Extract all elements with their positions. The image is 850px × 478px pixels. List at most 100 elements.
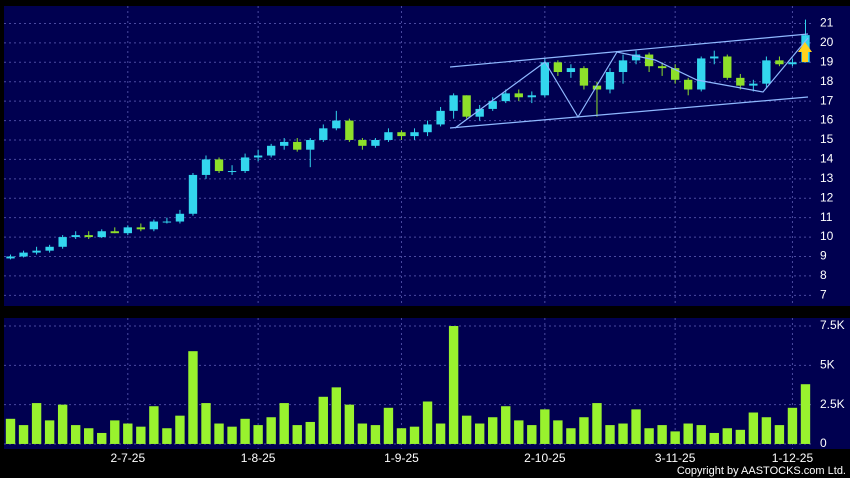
- volume-bar: [748, 412, 759, 444]
- candle-body: [697, 58, 706, 90]
- candle-body: [436, 110, 445, 125]
- volume-bar: [279, 403, 289, 444]
- volume-bar: [149, 406, 159, 444]
- y-tick-label: 11: [820, 210, 833, 224]
- volume-bar: [57, 404, 68, 444]
- y-tick-label: 18: [820, 74, 834, 88]
- candle-body: [762, 60, 771, 84]
- candle-body: [592, 85, 602, 90]
- y-tick-label: 8: [820, 268, 827, 282]
- candle-body: [253, 155, 263, 158]
- volume-bar: [501, 406, 511, 444]
- y-tick-label: 9: [820, 249, 827, 263]
- y-tick-label: 13: [820, 171, 834, 185]
- candle-body: [618, 60, 628, 73]
- y-tick-label: 7: [820, 287, 827, 301]
- x-tick-label: 1-9-25: [384, 451, 419, 465]
- candle-body: [723, 56, 732, 78]
- candle-body: [149, 221, 159, 230]
- volume-bar: [722, 428, 732, 444]
- candle-body: [293, 141, 302, 150]
- volume-bar: [18, 425, 29, 444]
- candle-body: [319, 128, 328, 140]
- volume-bar: [396, 428, 407, 444]
- volume-bar: [696, 425, 706, 444]
- volume-bar: [409, 426, 420, 444]
- candle-body: [397, 132, 406, 137]
- candle-body: [501, 93, 510, 102]
- volume-bar: [540, 409, 550, 444]
- volume-bar: [162, 428, 172, 444]
- y-tick-label: 12: [820, 190, 834, 204]
- candle-body: [475, 108, 484, 117]
- y-tick-label: 16: [820, 113, 834, 127]
- y-tick-label: 10: [820, 229, 834, 243]
- candle-body: [788, 62, 797, 65]
- volume-bar: [84, 428, 94, 444]
- y-tick-label: 19: [820, 54, 834, 68]
- volume-bar: [188, 351, 198, 444]
- volume-bar: [70, 425, 81, 444]
- channel-upper: [449, 33, 809, 68]
- volume-bar: [344, 404, 355, 444]
- y-tick-label: 0: [820, 436, 827, 450]
- x-tick-label: 2-7-25: [110, 451, 145, 465]
- candle-body: [345, 120, 354, 140]
- volume-bar: [787, 407, 798, 444]
- candle-body: [162, 221, 172, 223]
- volume-bar: [527, 425, 537, 444]
- volume-bar: [5, 418, 16, 444]
- candle-body: [240, 157, 250, 172]
- volume-bar: [761, 417, 772, 444]
- volume-bar: [123, 423, 133, 444]
- volume-bar: [292, 425, 302, 444]
- volume-bar: [657, 425, 667, 444]
- copyright: Copyright by AASTOCKS.com Ltd.: [677, 465, 846, 477]
- x-tick-label: 2-10-25: [524, 451, 566, 465]
- candle-body: [266, 145, 276, 156]
- volume-bar: [214, 423, 224, 444]
- volume-bar: [514, 420, 524, 444]
- volume-bar: [579, 417, 589, 444]
- mark-layer: [5, 19, 811, 444]
- candle-body: [540, 62, 550, 96]
- volume-bar: [448, 326, 459, 444]
- volume-bar: [631, 409, 641, 444]
- volume-bar: [461, 415, 472, 444]
- volume-bar: [31, 403, 42, 444]
- candle-body: [6, 256, 15, 259]
- candle-body: [684, 79, 693, 90]
- candle-body: [449, 95, 458, 111]
- candle-body: [306, 139, 315, 150]
- candle-body: [670, 68, 680, 80]
- volume-bar: [175, 415, 185, 444]
- candle-body: [188, 174, 198, 214]
- volume-bar: [110, 420, 120, 444]
- volume-bar: [383, 407, 394, 444]
- volume-bar: [201, 403, 211, 444]
- volume-bar: [566, 428, 576, 444]
- volume-bar: [683, 423, 693, 444]
- candle-body: [488, 101, 497, 109]
- y-tick-label: 5K: [820, 358, 835, 372]
- candle-body: [710, 56, 719, 59]
- volume-bar: [800, 384, 811, 444]
- trend-lines: [449, 33, 812, 129]
- candle-body: [358, 139, 367, 146]
- volume-bar: [136, 426, 146, 444]
- volume-bar: [318, 396, 328, 444]
- candle-body: [97, 231, 106, 238]
- candle-body: [644, 54, 654, 67]
- candle-body: [19, 252, 28, 257]
- y-tick-label: 7.5K: [820, 318, 845, 332]
- volume-bar: [644, 428, 654, 444]
- y-tick-label: 14: [820, 152, 834, 166]
- volume-bar: [709, 432, 719, 444]
- candle-body: [58, 237, 67, 247]
- candle-body: [423, 124, 432, 133]
- volume-bar: [370, 425, 381, 444]
- volume-bar: [605, 425, 615, 444]
- candle-body: [175, 213, 185, 222]
- candle-body: [410, 132, 419, 137]
